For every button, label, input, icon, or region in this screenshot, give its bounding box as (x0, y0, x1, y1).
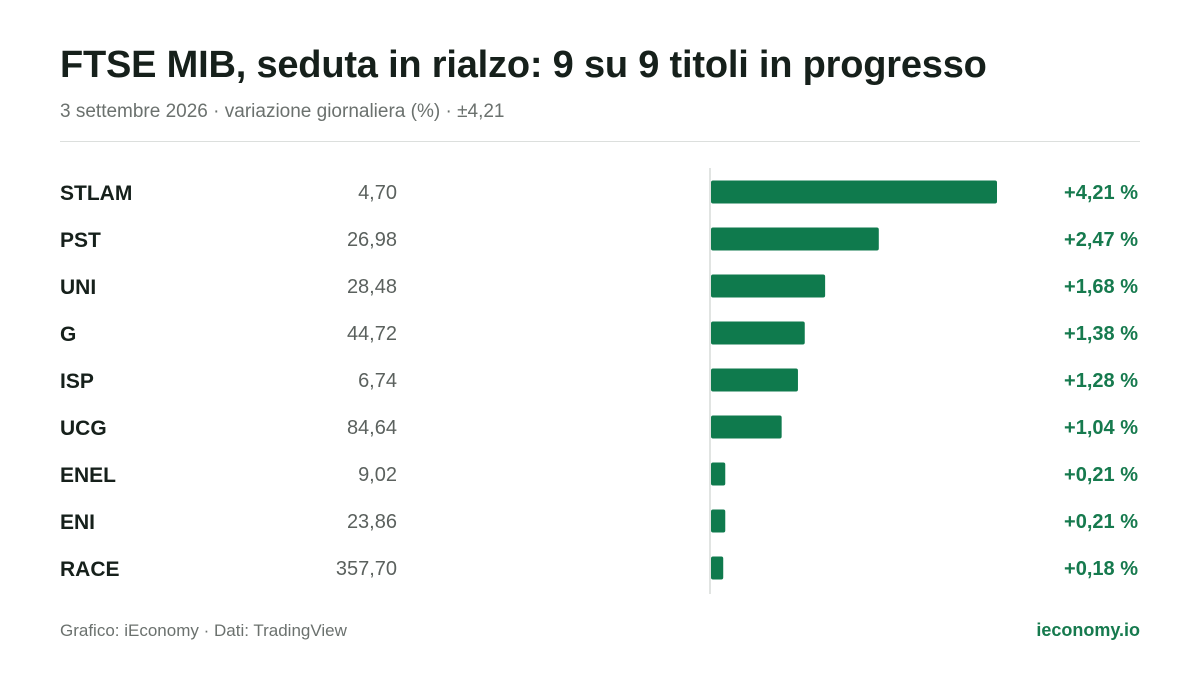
price-label: 28,48 (347, 276, 397, 298)
change-label: +1,68 % (1064, 276, 1138, 298)
ticker-label: RACE (60, 558, 120, 581)
ticker-label: ISP (60, 370, 94, 393)
ticker-label: ENI (60, 511, 95, 534)
bar (711, 321, 805, 345)
price-label: 84,64 (347, 417, 397, 439)
price-label: 26,98 (347, 229, 397, 251)
bar (711, 368, 798, 392)
bar (711, 180, 997, 204)
ticker-label: UNI (60, 276, 96, 299)
ticker-label: PST (60, 229, 101, 252)
ticker-label: G (60, 323, 76, 346)
ticker-label: ENEL (60, 464, 116, 487)
price-label: 357,70 (336, 558, 397, 580)
price-label: 6,74 (358, 370, 397, 392)
change-label: +0,18 % (1064, 558, 1138, 580)
ticker-label: UCG (60, 417, 107, 440)
bar (711, 415, 782, 439)
price-label: 4,70 (358, 182, 397, 204)
bar-chart: STLAM 4,70 +4,21 % PST 26,98 +2,47 % UNI 28,48 +… (60, 168, 1138, 594)
bar (711, 274, 826, 298)
bar (711, 509, 726, 533)
change-label: +2,47 % (1064, 229, 1138, 251)
bar (711, 227, 879, 251)
change-label: +0,21 % (1064, 464, 1138, 486)
bar (711, 556, 724, 580)
change-label: +1,28 % (1064, 370, 1138, 392)
price-label: 23,86 (347, 511, 397, 533)
change-label: +1,38 % (1064, 323, 1138, 345)
change-label: +1,04 % (1064, 417, 1138, 439)
footer-brand-link[interactable]: ieconomy.io (1036, 620, 1140, 640)
price-label: 9,02 (358, 464, 397, 486)
chart-rows: STLAM 4,70 +4,21 % PST 26,98 +2,47 % UNI 28,48 +… (60, 180, 1138, 581)
change-label: +4,21 % (1064, 182, 1138, 204)
header-divider (60, 141, 1140, 142)
price-label: 44,72 (347, 323, 397, 345)
footer-credit: Grafico: iEconomy · Dati: TradingView (60, 621, 347, 640)
bar (711, 462, 726, 486)
change-label: +0,21 % (1064, 511, 1138, 533)
ticker-label: STLAM (60, 182, 132, 205)
chart-title: FTSE MIB, seduta in rialzo: 9 su 9 titol… (60, 44, 987, 86)
chart-subtitle: 3 settembre 2026 · variazione giornalier… (60, 101, 505, 122)
